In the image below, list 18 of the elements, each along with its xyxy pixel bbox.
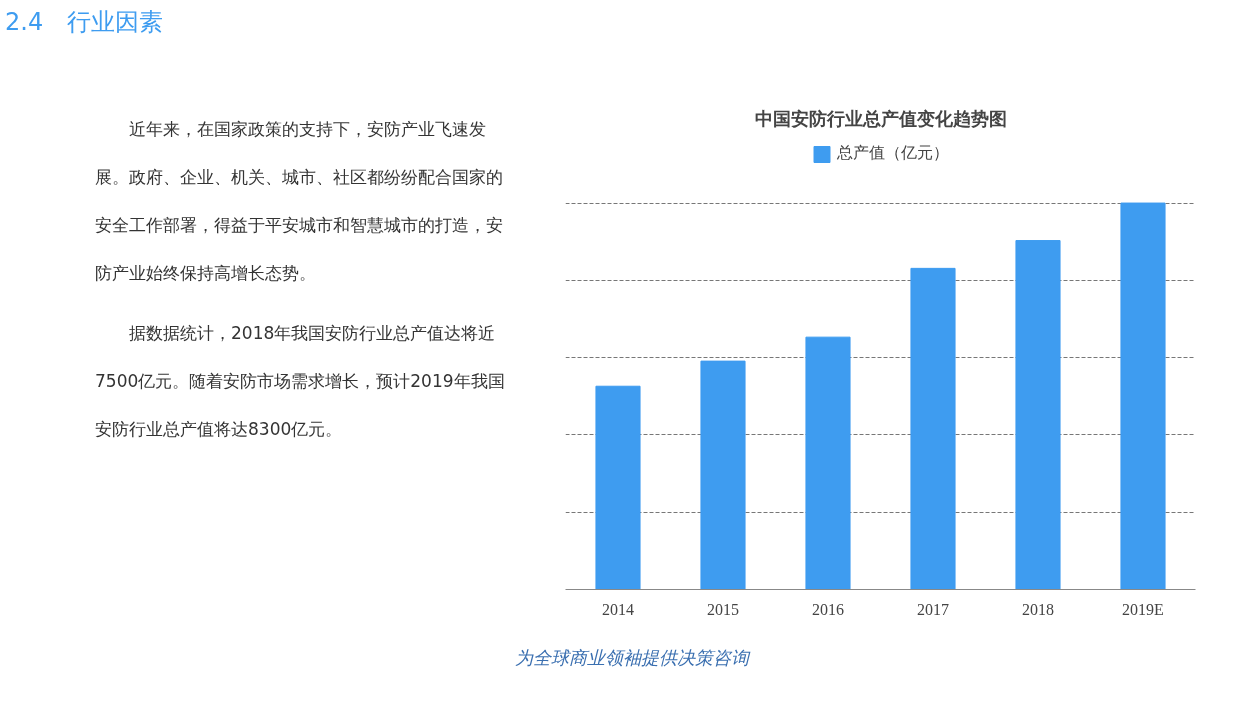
chart-title: 中国安防行业总产值变化趋势图: [754, 107, 1007, 129]
bar: [595, 385, 641, 590]
legend-label: 总产值（亿元）: [836, 143, 949, 164]
x-tick-label: 2016: [812, 600, 844, 618]
bar: [910, 267, 956, 590]
text: 据数据统计，2018年我国安防行业总产值达将近7500亿元。随着安防市场需求增长，预计2019年我国安防行业总产值将达8300亿元。: [95, 323, 505, 439]
bar: [1120, 202, 1166, 590]
bar: [1015, 240, 1061, 590]
x-tick-label: 2017: [917, 600, 949, 618]
text: 为全球商业领袖提供决策咨询: [513, 646, 752, 670]
x-tick-label: 2014: [602, 600, 634, 618]
bar: [700, 360, 746, 590]
x-tick-label: 2019E: [1122, 600, 1164, 618]
text: 近年来，在国家政策的支持下，安防产业飞速发展。政府、企业、机关、城市、社区都纷纷配合国家的安全工作部署，得益于平安城市和智慧城市的打造，安防产业始终保持高增长态势。: [95, 119, 503, 283]
bar: [805, 336, 851, 590]
text: 2.4 行业因素: [5, 7, 164, 38]
x-tick-label: 2018: [1022, 600, 1054, 618]
x-tick-label: 2015: [707, 600, 739, 618]
